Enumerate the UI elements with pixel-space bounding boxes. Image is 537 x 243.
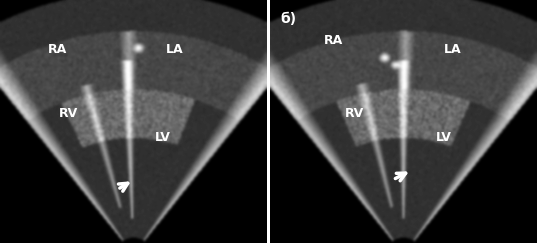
Text: RA: RA — [48, 43, 67, 56]
Text: LV: LV — [436, 131, 452, 144]
Text: б): б) — [281, 12, 297, 26]
Text: LA: LA — [444, 43, 461, 56]
Text: LA: LA — [165, 43, 183, 56]
Text: RV: RV — [59, 107, 78, 120]
Text: RA: RA — [323, 34, 343, 47]
Text: LV: LV — [155, 131, 171, 144]
Text: RV: RV — [345, 107, 364, 120]
